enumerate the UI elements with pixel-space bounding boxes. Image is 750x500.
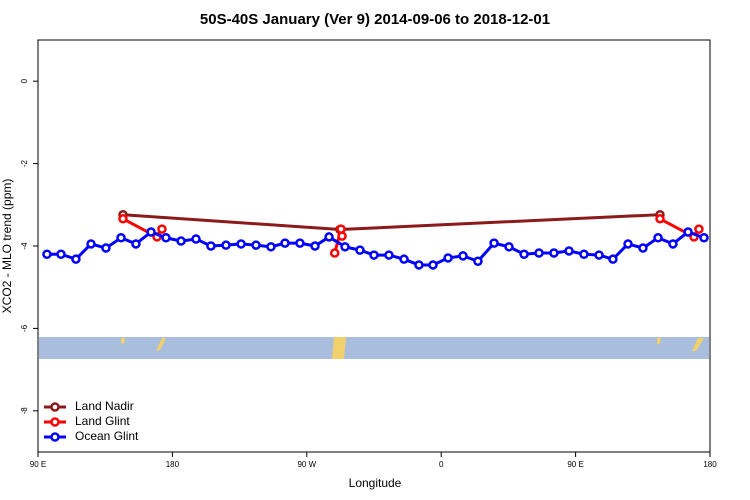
point (653, 233, 663, 243)
point (71, 254, 81, 264)
point (116, 233, 126, 243)
point (489, 238, 499, 248)
point (369, 250, 379, 260)
x-tick-label: 180 (703, 460, 717, 469)
point (504, 242, 514, 252)
point (221, 240, 231, 250)
point (191, 234, 201, 244)
point (694, 224, 704, 234)
point (608, 254, 618, 264)
point (579, 249, 589, 259)
point (118, 214, 128, 224)
legend-marker (50, 402, 60, 412)
point (157, 224, 167, 234)
legend-label: Land Glint (75, 414, 130, 428)
point (56, 249, 66, 259)
x-axis-label: Longitude (349, 476, 402, 490)
series-line (46, 230, 705, 267)
point (295, 238, 305, 248)
y-tick-label: -4 (20, 242, 29, 250)
point (699, 233, 709, 243)
series-line (122, 213, 661, 232)
point (564, 246, 574, 256)
y-tick-label: -8 (20, 407, 29, 415)
point (86, 239, 96, 249)
legend-marker (50, 432, 60, 442)
y-tick-label: -6 (20, 324, 29, 332)
x-tick-label: 0 (439, 460, 444, 469)
point (384, 250, 394, 260)
ocean-band (39, 337, 709, 359)
point (324, 232, 334, 242)
x-tick-label: 90 E (567, 460, 583, 469)
x-tick-label: 90 E (30, 460, 46, 469)
point (519, 249, 529, 259)
point (549, 248, 559, 258)
point (594, 250, 604, 260)
point (623, 239, 633, 249)
point (655, 214, 665, 224)
y-tick-label: -2 (20, 159, 29, 167)
point (337, 231, 347, 241)
point (638, 243, 648, 253)
point (668, 239, 678, 249)
point (42, 249, 52, 259)
y-tick-label: 0 (20, 78, 29, 83)
point (443, 253, 453, 263)
point (355, 245, 365, 255)
x-tick-label: 90 W (297, 460, 316, 469)
point (473, 256, 483, 266)
point (534, 248, 544, 258)
x-tick-label: 180 (166, 460, 180, 469)
point (414, 260, 424, 270)
legend-label: Ocean Glint (75, 429, 139, 443)
map-strip (39, 337, 709, 359)
point (458, 251, 468, 261)
legend-label: Land Nadir (75, 399, 134, 413)
chart-title: 50S-40S January (Ver 9) 2014-09-06 to 20… (200, 11, 550, 28)
point (206, 241, 216, 251)
point (428, 260, 438, 270)
point (161, 233, 171, 243)
point (340, 242, 350, 252)
point (266, 242, 276, 252)
point (251, 240, 261, 250)
point (131, 239, 141, 249)
point (176, 236, 186, 246)
point (683, 227, 693, 237)
point (280, 238, 290, 248)
point (310, 241, 320, 251)
y-axis-label: XCO2 - MLO trend (ppm) (0, 179, 14, 314)
point (146, 227, 156, 237)
point (236, 239, 246, 249)
point (399, 254, 409, 264)
legend-marker (50, 417, 60, 427)
point (101, 243, 111, 253)
point (329, 248, 340, 258)
